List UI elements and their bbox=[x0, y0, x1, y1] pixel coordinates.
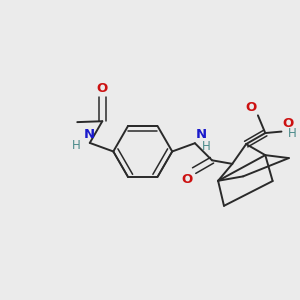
Text: O: O bbox=[97, 82, 108, 95]
Text: N: N bbox=[84, 128, 95, 141]
Text: O: O bbox=[246, 100, 257, 114]
Text: H: H bbox=[288, 127, 297, 140]
Text: O: O bbox=[282, 117, 294, 130]
Text: N: N bbox=[196, 128, 207, 141]
Text: O: O bbox=[181, 173, 192, 186]
Text: H: H bbox=[72, 139, 80, 152]
Text: H: H bbox=[201, 140, 210, 153]
